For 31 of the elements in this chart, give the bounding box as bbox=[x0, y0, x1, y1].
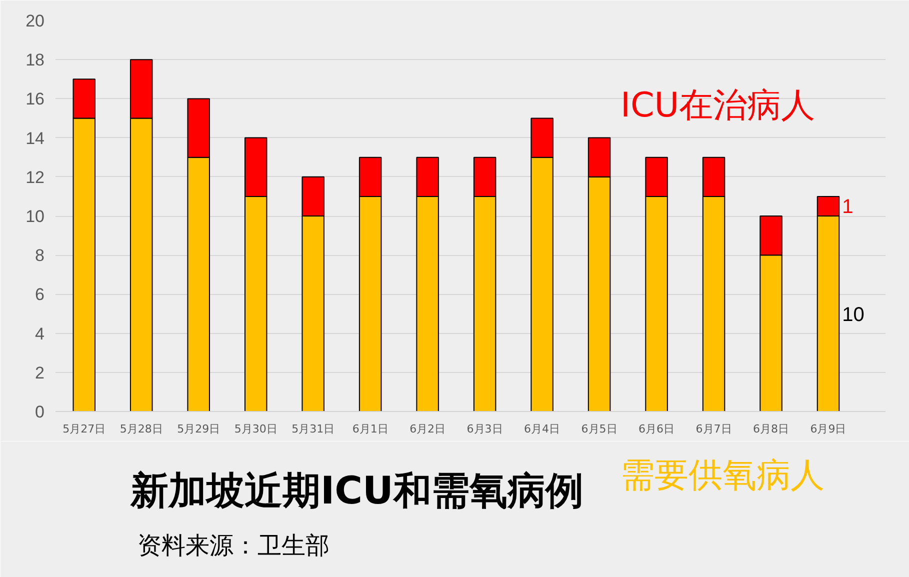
series-label: ICU在治病人 bbox=[620, 86, 816, 126]
x-tick-label: 5月27日 bbox=[62, 422, 106, 436]
x-tick-label: 6月8日 bbox=[753, 422, 790, 436]
text: 新加坡近期ICU和需氧病例 bbox=[130, 468, 584, 512]
x-tick-label: 5月31日 bbox=[292, 422, 335, 436]
y-tick-label: 18 bbox=[26, 50, 45, 70]
x-tick-label: 6月6日 bbox=[638, 422, 675, 436]
y-tick-label: 4 bbox=[35, 324, 45, 344]
x-tick-label: 5月29日 bbox=[177, 422, 220, 436]
y-tick-label: 0 bbox=[35, 402, 45, 422]
y-tick-label: 2 bbox=[35, 363, 45, 382]
x-tick-label: 5月28日 bbox=[120, 422, 163, 436]
x-tick-label: 6月7日 bbox=[696, 422, 732, 436]
y-tick-label: 8 bbox=[35, 246, 45, 266]
series-label: 需要供氧病人 bbox=[620, 456, 824, 496]
y-tick-label: 16 bbox=[26, 90, 45, 109]
data-label: 10 bbox=[842, 304, 864, 326]
x-tick-label: 6月3日 bbox=[466, 422, 503, 436]
x-tick-label: 6月2日 bbox=[410, 422, 446, 436]
x-tick-label: 6月9日 bbox=[810, 422, 846, 436]
x-tick-label: 6月1日 bbox=[352, 422, 388, 436]
x-tick-label: 6月5日 bbox=[581, 422, 618, 436]
y-tick-label: 12 bbox=[26, 168, 45, 187]
y-tick-label: 20 bbox=[26, 12, 45, 30]
data-label: 1 bbox=[842, 196, 854, 218]
y-tick-label: 14 bbox=[26, 128, 45, 148]
y-tick-label: 6 bbox=[35, 285, 45, 304]
x-tick-label: 6月4日 bbox=[524, 422, 560, 436]
y-tick-label: 10 bbox=[26, 207, 45, 226]
x-tick-label: 5月30日 bbox=[234, 422, 278, 436]
text: 资料来源：卫生部 bbox=[138, 532, 330, 560]
